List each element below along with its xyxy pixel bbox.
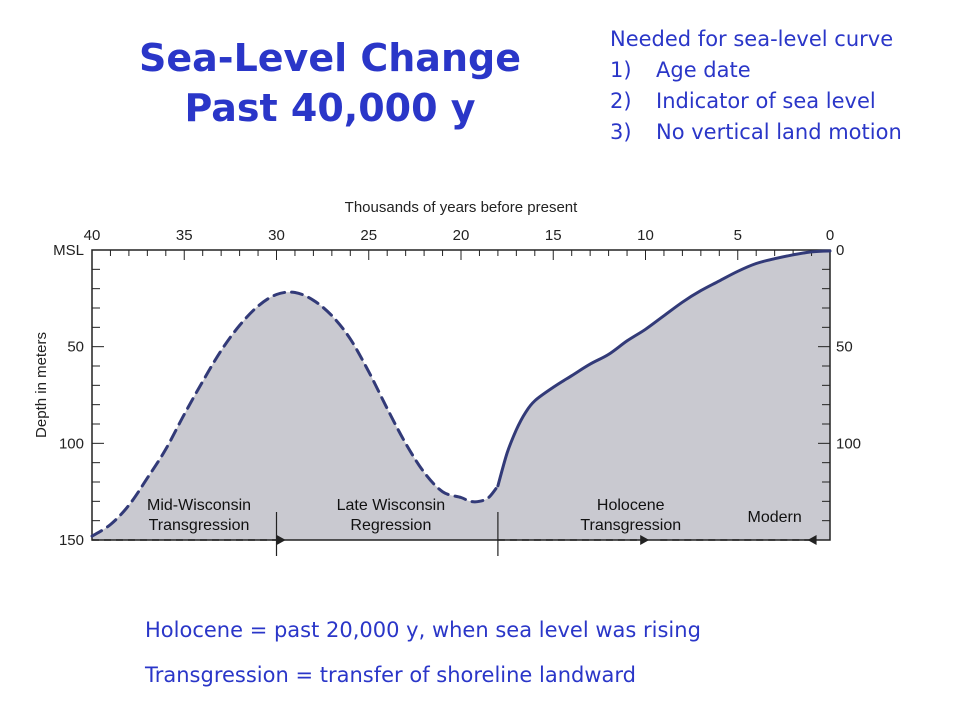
period-arrow-head [276, 535, 286, 545]
x-axis-label: Thousands of years before present [345, 199, 578, 216]
requirement-item: 3) No vertical land motion [610, 117, 902, 148]
period-label: Late Wisconsin [337, 497, 446, 514]
period-label: Modern [748, 509, 802, 526]
y-tick-label-left: 100 [59, 435, 84, 452]
x-tick-label: 40 [84, 227, 101, 244]
requirements-heading: Needed for sea-level curve [610, 27, 894, 51]
sea-level-curve-dashed [90, 290, 500, 538]
period-arrow-head [640, 535, 650, 545]
period-label: Transgression [149, 517, 250, 534]
x-tick-label: 15 [545, 227, 562, 244]
period-label: Transgression [580, 517, 681, 534]
title-line-1: Sea-Level Change [139, 36, 521, 80]
y-tick-label-right: 100 [836, 435, 861, 452]
definition-transgression: Transgression = transfer of shoreline la… [145, 663, 637, 687]
x-tick-label: 0 [826, 227, 834, 244]
requirement-text: Indicator of sea level [656, 89, 876, 113]
requirements-list: Needed for sea-level curve 1) Age date 2)… [610, 24, 902, 148]
title-line-2: Past 40,000 y [184, 86, 476, 130]
definition-holocene: Holocene = past 20,000 y, when sea level… [145, 618, 701, 642]
x-tick-label: 30 [268, 227, 285, 244]
requirement-item: 2) Indicator of sea level [610, 86, 902, 117]
y-tick-label-left: 150 [59, 532, 84, 549]
x-tick-label: 20 [453, 227, 470, 244]
y-tick-label-right: 0 [836, 242, 844, 259]
y-tick-label-right: 50 [836, 339, 853, 356]
requirement-text: Age date [656, 58, 751, 82]
depth-area [92, 251, 830, 540]
y-tick-label-left: MSL [53, 242, 84, 259]
requirement-text: No vertical land motion [656, 120, 902, 144]
x-tick-label: 35 [176, 227, 193, 244]
requirement-number: 2) [610, 89, 632, 113]
x-tick-label: 5 [734, 227, 742, 244]
period-label: Mid-Wisconsin [147, 497, 251, 514]
y-tick-label-left: 50 [67, 339, 84, 356]
requirement-number: 3) [610, 120, 632, 144]
x-tick-label: 25 [360, 227, 377, 244]
modern-arrow-head [807, 535, 817, 545]
period-label: Regression [350, 517, 431, 534]
sea-level-curve-solid [496, 249, 832, 488]
y-axis-label: Depth in meters [33, 332, 50, 438]
period-label: Holocene [597, 497, 665, 514]
requirement-item: 1) Age date [610, 55, 902, 86]
x-tick-label: 10 [637, 227, 654, 244]
requirement-number: 1) [610, 58, 632, 82]
